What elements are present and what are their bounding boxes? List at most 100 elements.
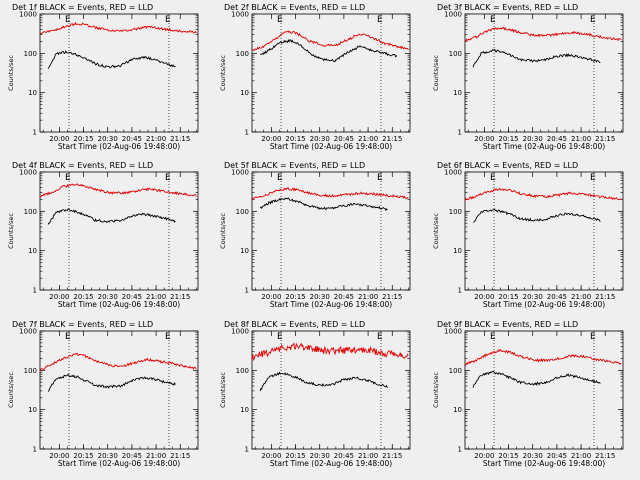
marker-label: E <box>165 332 171 342</box>
y-tick-label: 1000 <box>19 169 37 177</box>
x-tick-label: 20:45 <box>122 135 142 143</box>
plot-frame <box>251 13 411 133</box>
y-tick-label: 1000 <box>19 328 37 336</box>
y-tick-label: 1 <box>245 287 249 295</box>
x-tick-label: 21:00 <box>358 135 378 143</box>
lld-series-line <box>251 342 409 362</box>
marker-label: E <box>65 332 71 342</box>
panel-title: Det 8f BLACK = Events, RED = LLD <box>224 320 365 329</box>
x-tick-label: 20:15 <box>498 135 518 143</box>
y-tick-label: 10 <box>453 406 462 414</box>
x-tick-label: 20:00 <box>474 452 494 460</box>
y-tick-label: 100 <box>236 208 249 216</box>
y-tick-label: 1 <box>245 446 249 454</box>
y-tick-label: 100 <box>236 367 249 375</box>
x-tick-label: 21:00 <box>571 135 591 143</box>
marker-label: E <box>377 332 383 342</box>
y-tick-label: 10 <box>28 247 37 255</box>
panel-1: Det 1f BLACK = Events, RED = LLD E E 1 10 100… <box>7 3 199 151</box>
events-series-line <box>259 39 398 63</box>
y-tick-label: 10 <box>240 247 249 255</box>
marker-label: E <box>65 15 71 25</box>
y-axis-label: Counts/sec <box>7 213 15 249</box>
x-tick-label: 20:15 <box>498 293 518 301</box>
panel-4: Det 4f BLACK = Events, RED = LLD E E 1 10 100… <box>7 161 199 309</box>
x-tick-label: 21:00 <box>146 452 166 460</box>
x-tick-label: 21:00 <box>146 135 166 143</box>
x-tick-label: 21:15 <box>595 135 615 143</box>
x-axis-label: Start Time (02-Aug-06 19:48:00) <box>270 142 392 151</box>
x-tick-label: 20:30 <box>523 293 543 301</box>
y-tick-label: 10 <box>240 89 249 97</box>
y-tick-label: 100 <box>449 367 462 375</box>
y-tick-label: 100 <box>24 208 37 216</box>
x-tick-label: 21:15 <box>170 135 190 143</box>
x-tick-label: 21:15 <box>595 293 615 301</box>
lld-series-line <box>251 30 409 51</box>
x-tick-label: 21:00 <box>571 452 591 460</box>
y-tick-label: 1000 <box>444 11 462 19</box>
y-axis-label: Counts/sec <box>219 213 227 249</box>
marker-label: E <box>377 173 383 183</box>
y-tick-label: 1000 <box>444 328 462 336</box>
events-series-line <box>47 373 176 392</box>
lld-series-line <box>464 348 622 366</box>
y-tick-label: 100 <box>449 50 462 58</box>
x-axis-label: Start Time (02-Aug-06 19:48:00) <box>483 300 605 309</box>
x-tick-label: 20:45 <box>334 293 354 301</box>
x-tick-label: 21:00 <box>571 293 591 301</box>
x-tick-label: 21:15 <box>595 452 615 460</box>
x-tick-label: 20:30 <box>98 135 118 143</box>
y-tick-label: 10 <box>28 89 37 97</box>
panel-6: Det 6f BLACK = Events, RED = LLD E E 1 10 100… <box>432 161 624 309</box>
plot-frame <box>464 13 624 133</box>
lld-series-line <box>464 187 622 201</box>
lld-series-line <box>251 187 409 201</box>
x-tick-label: 20:00 <box>261 452 281 460</box>
panel-5: Det 5f BLACK = Events, RED = LLD E E 1 10 100… <box>219 161 411 309</box>
panel-title: Det 4f BLACK = Events, RED = LLD <box>12 161 153 170</box>
y-tick-label: 1 <box>245 129 249 137</box>
marker-label: E <box>590 173 596 183</box>
marker-label: E <box>490 173 496 183</box>
marker-label: E <box>590 15 596 25</box>
y-axis-label: Counts/sec <box>219 372 227 408</box>
y-tick-label: 1 <box>458 129 462 137</box>
x-tick-label: 20:30 <box>310 135 330 143</box>
x-tick-label: 20:45 <box>547 135 567 143</box>
x-tick-label: 20:30 <box>523 452 543 460</box>
x-tick-label: 20:00 <box>261 135 281 143</box>
lld-series-line <box>464 26 622 43</box>
x-tick-label: 21:15 <box>382 293 402 301</box>
y-tick-label: 1 <box>33 446 37 454</box>
x-tick-label: 20:45 <box>547 452 567 460</box>
panel-title: Det 1f BLACK = Events, RED = LLD <box>12 3 153 12</box>
x-axis-label: Start Time (02-Aug-06 19:48:00) <box>483 459 605 468</box>
events-series-line <box>472 48 601 68</box>
panel-3: Det 3f BLACK = Events, RED = LLD E E 1 10 100… <box>432 3 624 151</box>
plot-frame <box>251 171 411 291</box>
marker-label: E <box>590 332 596 342</box>
x-tick-label: 20:15 <box>73 452 93 460</box>
y-tick-label: 10 <box>453 247 462 255</box>
x-tick-label: 20:45 <box>122 452 142 460</box>
x-tick-label: 20:15 <box>285 293 305 301</box>
x-tick-label: 20:15 <box>73 293 93 301</box>
plot-frame <box>251 330 411 450</box>
events-series-line <box>47 50 176 69</box>
x-tick-label: 20:00 <box>49 293 69 301</box>
panel-title: Det 5f BLACK = Events, RED = LLD <box>224 161 365 170</box>
marker-label: E <box>490 15 496 25</box>
x-tick-label: 20:15 <box>498 452 518 460</box>
marker-label: E <box>277 173 283 183</box>
events-series-line <box>259 371 388 392</box>
y-axis-label: Counts/sec <box>7 372 15 408</box>
marker-label: E <box>165 15 171 25</box>
x-tick-label: 20:15 <box>285 452 305 460</box>
x-tick-label: 21:15 <box>382 135 402 143</box>
x-tick-label: 21:15 <box>170 293 190 301</box>
events-series-line <box>472 371 601 388</box>
x-tick-label: 20:45 <box>334 452 354 460</box>
events-series-line <box>259 197 388 212</box>
